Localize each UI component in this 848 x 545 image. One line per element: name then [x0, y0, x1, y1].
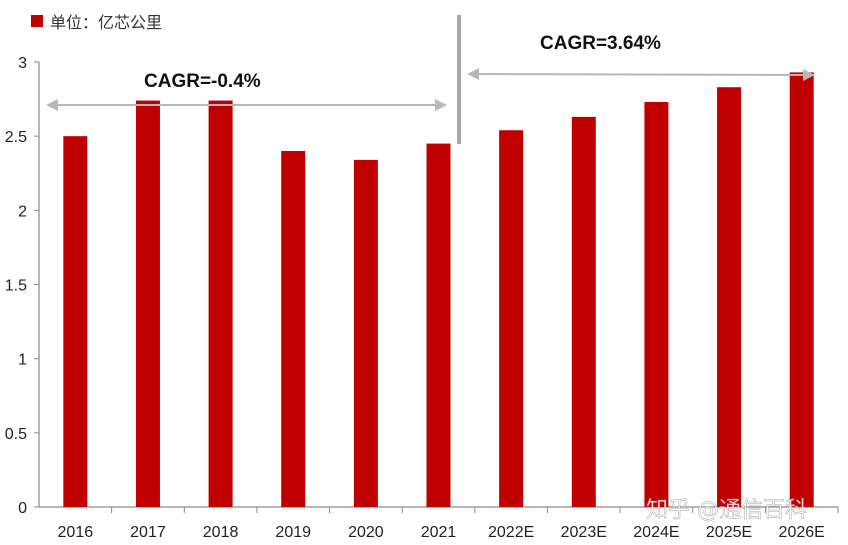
arrow-right-icon	[803, 69, 815, 81]
cagr-annotation-historical: CAGR=-0.4%	[46, 71, 447, 111]
x-tick-label: 2024E	[633, 524, 679, 541]
x-tick-label: 2023E	[561, 524, 607, 541]
x-tick-label: 2020	[348, 524, 384, 541]
bars	[63, 72, 814, 508]
legend-label: 单位：亿芯公里	[50, 13, 162, 32]
bar-2020	[353, 159, 378, 507]
y-tick-label: 1	[18, 352, 27, 369]
y-tick-label: 2.5	[5, 129, 27, 146]
legend: 单位：亿芯公里	[31, 13, 162, 32]
x-tick-label: 2019	[275, 524, 311, 541]
bar-2026E	[789, 72, 814, 507]
arrow-left-icon	[46, 99, 58, 111]
x-tick-label: 2025E	[706, 524, 752, 541]
y-tick-label: 1.5	[5, 278, 27, 295]
arrow-left-icon	[467, 68, 479, 80]
y-tick-label: 0	[18, 500, 27, 517]
x-tick-label: 2026E	[779, 524, 825, 541]
bar-2016	[63, 136, 88, 507]
bar-2022E	[499, 130, 524, 507]
bar-2017	[135, 100, 160, 508]
y-tick-label: 0.5	[5, 426, 27, 443]
x-tick-label: 2021	[421, 524, 457, 541]
bar-2025E	[717, 87, 742, 507]
cagr-label-historical: CAGR=-0.4%	[144, 71, 261, 92]
x-tick-label: 2018	[203, 524, 239, 541]
x-tick-label: 2022E	[488, 524, 534, 541]
bar-2024E	[644, 102, 669, 508]
bar-2019	[281, 151, 306, 507]
legend-swatch	[31, 15, 43, 27]
y-tick-label: 3	[18, 55, 27, 72]
cagr-annotation-forecast: CAGR=3.64%	[467, 33, 815, 81]
y-tick-label: 2	[18, 203, 27, 220]
bar-2018	[208, 100, 233, 508]
cagr-label-forecast: CAGR=3.64%	[540, 33, 661, 54]
y-axis-ticks: 0 0.5 1 1.5 2 2.5 3	[5, 55, 39, 517]
bar-2021	[426, 143, 451, 508]
x-tick-label: 2016	[58, 524, 94, 541]
arrow-right-icon	[435, 99, 447, 111]
bar-2023E	[571, 116, 596, 507]
x-axis-ticks: 2016 2017 2018 2019 2020 2021 2022E 2023E 2024E 2…	[58, 507, 839, 541]
watermark: 知乎 @通信百科	[646, 498, 807, 523]
x-tick-label: 2017	[130, 524, 166, 541]
cagr-arrow-line	[472, 73, 810, 76]
